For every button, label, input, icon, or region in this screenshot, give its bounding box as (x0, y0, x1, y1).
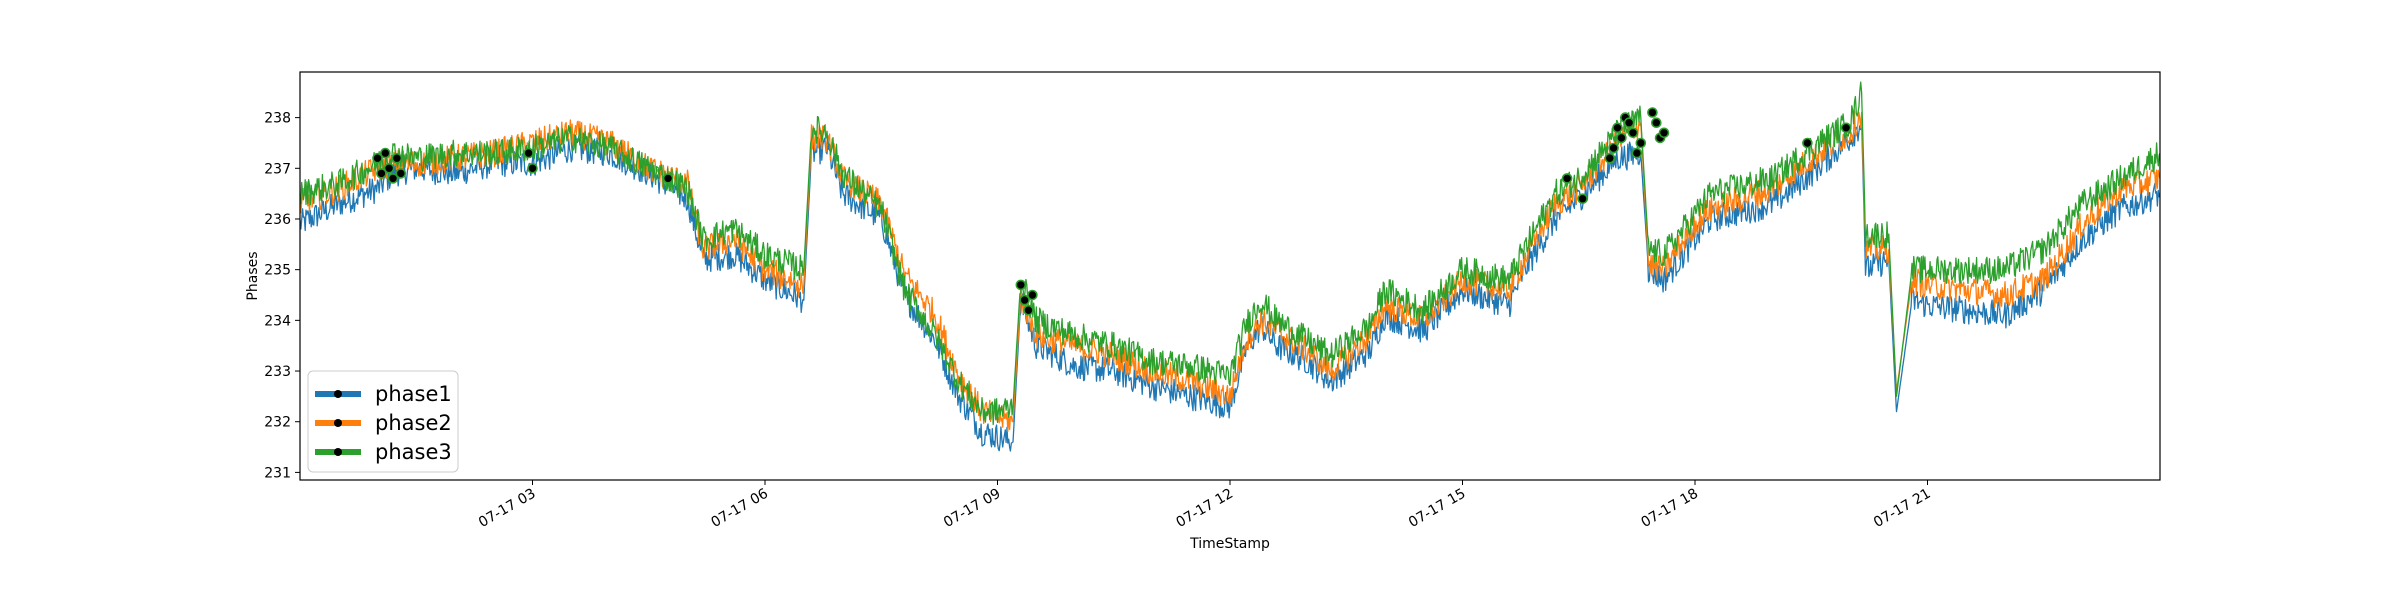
y-tick-label: 231 (264, 465, 291, 481)
y-tick-label: 234 (264, 313, 291, 329)
legend-label-phase2: phase2 (375, 411, 452, 435)
data-marker (372, 152, 383, 164)
data-marker (1627, 127, 1639, 139)
data-marker (1647, 107, 1658, 118)
series-line-phase3 (299, 81, 2161, 426)
y-tick-label: 232 (264, 415, 291, 431)
data-marker (391, 152, 403, 164)
data-marker (523, 147, 534, 159)
data-marker (383, 163, 395, 174)
data-marker (1635, 137, 1647, 149)
data-marker (1027, 289, 1038, 301)
y-axis: 231 232 233 234 235 236 237 238 (264, 111, 300, 481)
x-axis-label: TimeStamp (1189, 536, 1270, 552)
data-marker (387, 173, 399, 184)
data-marker (662, 173, 674, 184)
series-lines (299, 81, 2161, 452)
data-marker (1608, 142, 1619, 154)
data-marker (1623, 117, 1635, 128)
y-tick-label: 238 (264, 111, 291, 127)
data-marker (1840, 122, 1852, 134)
data-marker (376, 168, 387, 179)
y-tick-label: 235 (264, 263, 291, 279)
data-marker (1019, 294, 1030, 306)
data-marker (1658, 127, 1670, 139)
legend-item-phase1: phase1 (315, 382, 452, 406)
y-tick-label: 236 (264, 212, 291, 228)
data-marker (379, 147, 391, 159)
data-marker (1651, 117, 1662, 128)
y-tick-label: 233 (264, 364, 291, 380)
legend-label-phase3: phase3 (375, 440, 452, 464)
legend: phase1 phase2 phase3 (307, 370, 459, 473)
legend-marker-phase2 (334, 419, 342, 427)
legend-marker-phase1 (334, 390, 342, 398)
legend-label-phase1: phase1 (375, 382, 452, 406)
y-tick-label: 237 (264, 161, 291, 177)
data-marker (1802, 137, 1813, 149)
legend-marker-phase3 (334, 448, 342, 456)
data-marker (1577, 193, 1588, 204)
legend-item-phase3: phase3 (315, 440, 452, 464)
data-marker (1604, 152, 1616, 164)
series-line-phase2 (299, 110, 2161, 433)
data-marker (527, 163, 538, 174)
data-marker (1015, 279, 1027, 291)
data-marker (1616, 132, 1627, 144)
legend-item-phase2: phase2 (315, 411, 452, 435)
data-marker (1612, 122, 1623, 134)
data-marker (1023, 304, 1034, 316)
data-marker (1631, 147, 1643, 159)
marker-points (372, 107, 1852, 316)
data-marker (395, 168, 407, 179)
data-marker (1561, 173, 1573, 184)
y-axis-label: Phases (245, 251, 261, 300)
